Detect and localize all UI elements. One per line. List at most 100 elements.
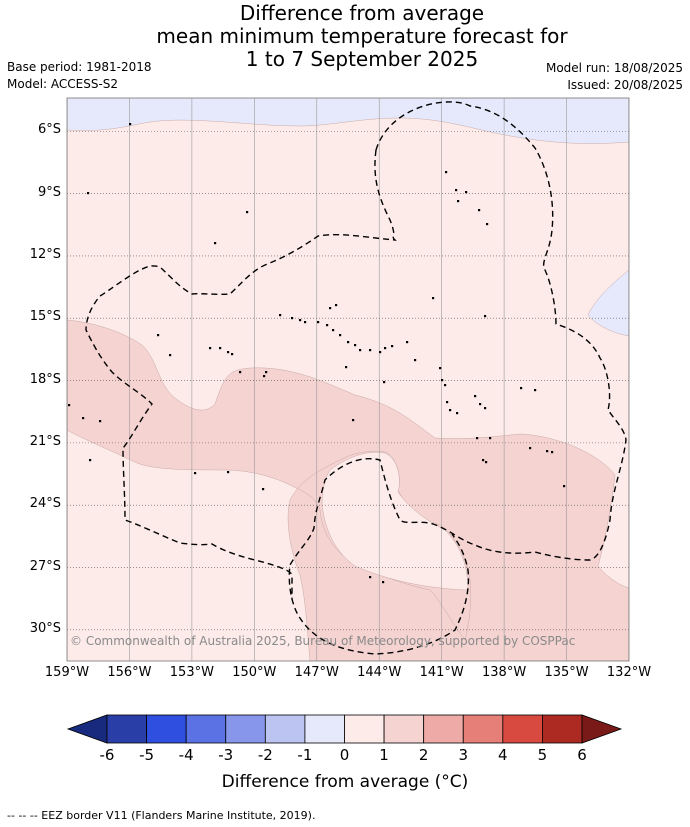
colorbar-segment: [462, 714, 504, 744]
lat-label: 24°S: [29, 496, 61, 512]
island-marker: [194, 472, 197, 475]
lon-label: 144°W: [357, 665, 402, 680]
colorbar-over-arrow: [581, 714, 623, 744]
island-marker: [406, 341, 409, 344]
title-line-1: Difference from average: [239, 1, 485, 25]
colorbar-under-arrow: [66, 714, 108, 744]
island-marker: [231, 353, 234, 356]
island-marker: [89, 459, 92, 462]
island-marker: [456, 412, 459, 415]
colorbar-tick: 3: [458, 746, 469, 764]
island-marker: [414, 359, 417, 362]
island-marker: [345, 366, 348, 369]
island-marker: [457, 200, 460, 203]
island-marker: [382, 581, 385, 584]
map-frame: [66, 97, 630, 662]
island-marker: [383, 381, 386, 384]
island-marker: [279, 314, 282, 317]
island-marker: [157, 334, 160, 337]
island-marker: [329, 307, 332, 310]
title-line-2: mean minimum temperature forecast for: [156, 24, 568, 48]
island-marker: [465, 191, 468, 194]
colorbar-segment: [146, 714, 187, 744]
colorbar-tick: 5: [537, 746, 548, 764]
title-line-3: 1 to 7 September 2025: [245, 47, 479, 71]
colorbar-tick: 2: [418, 746, 429, 764]
island-marker: [352, 419, 355, 422]
island-marker: [219, 347, 222, 350]
island-marker: [359, 349, 362, 352]
island-marker: [339, 334, 342, 337]
island-marker: [87, 192, 90, 195]
island-marker: [391, 345, 394, 348]
lon-label: 147°W: [294, 665, 339, 680]
island-marker: [446, 401, 449, 404]
island-marker: [551, 451, 554, 454]
island-marker: [546, 450, 549, 453]
colorbar-segment: [185, 714, 227, 744]
island-marker: [484, 315, 487, 318]
colorbar: [66, 714, 623, 744]
lat-label: 12°S: [29, 246, 61, 262]
colorbar-tick: -3: [218, 746, 234, 764]
colorbar-segment: [264, 714, 306, 744]
colorbar-tick: 4: [498, 746, 508, 764]
island-marker: [476, 437, 479, 440]
island-marker: [369, 576, 372, 579]
island-marker: [347, 341, 350, 344]
island-marker: [534, 389, 537, 392]
island-marker: [485, 461, 488, 464]
colorbar-tick: -1: [297, 746, 313, 764]
lat-label: 27°S: [29, 558, 61, 574]
island-marker: [432, 297, 435, 300]
lat-label: 9°S: [37, 184, 61, 200]
colorbar-tick: -6: [99, 746, 115, 764]
island-marker: [478, 209, 481, 212]
island-marker: [291, 317, 294, 320]
lat-label: 15°S: [29, 309, 61, 325]
colorbar-segment: [423, 714, 464, 744]
island-marker: [214, 242, 217, 245]
lon-label: 135°W: [544, 665, 589, 680]
colorbar-tick: 0: [339, 746, 350, 764]
island-marker: [489, 437, 492, 440]
island-marker: [332, 329, 335, 332]
island-marker: [169, 354, 172, 357]
eez-footnote: -- -- -- EEZ border V11 (Flanders Marine…: [7, 809, 316, 822]
island-marker: [209, 347, 212, 350]
island-markers: [68, 123, 566, 584]
island-marker: [520, 387, 523, 390]
colorbar-title: Difference from average (°C): [221, 772, 469, 792]
island-marker: [441, 379, 444, 382]
island-marker: [239, 371, 242, 374]
island-marker: [439, 367, 442, 370]
colorbar-tick: -5: [139, 746, 155, 764]
island-marker: [449, 409, 452, 412]
island-marker: [299, 319, 302, 322]
lat-label: 21°S: [29, 433, 61, 449]
island-marker: [227, 351, 230, 354]
lat-label: 18°S: [29, 371, 61, 387]
colorbar-segment: [304, 714, 345, 744]
cool-anomaly-region-north: [67, 98, 629, 144]
island-marker: [384, 347, 387, 350]
lon-label: 141°W: [419, 665, 464, 680]
colorbar-tick: -2: [257, 746, 273, 764]
island-marker: [474, 395, 477, 398]
island-marker: [482, 459, 485, 462]
lat-label: 30°S: [29, 620, 61, 636]
copyright-notice: © Commonwealth of Australia 2025, Bureau…: [70, 634, 576, 648]
island-marker: [68, 404, 71, 407]
island-marker: [246, 211, 249, 214]
map-gridlines: [67, 98, 629, 661]
colorbar-segment: [502, 714, 543, 744]
lon-label: 153°W: [169, 665, 214, 680]
island-marker: [484, 407, 487, 410]
island-marker: [529, 447, 532, 450]
meta-left: Base period: 1981-2018 Model: ACCESS-S2: [7, 59, 152, 93]
meta-right: Model run: 18/08/2025 Issued: 20/08/2025: [546, 60, 683, 94]
island-marker: [129, 123, 132, 126]
island-marker: [326, 324, 329, 327]
model-run: Model run: 18/08/2025: [545, 61, 683, 75]
